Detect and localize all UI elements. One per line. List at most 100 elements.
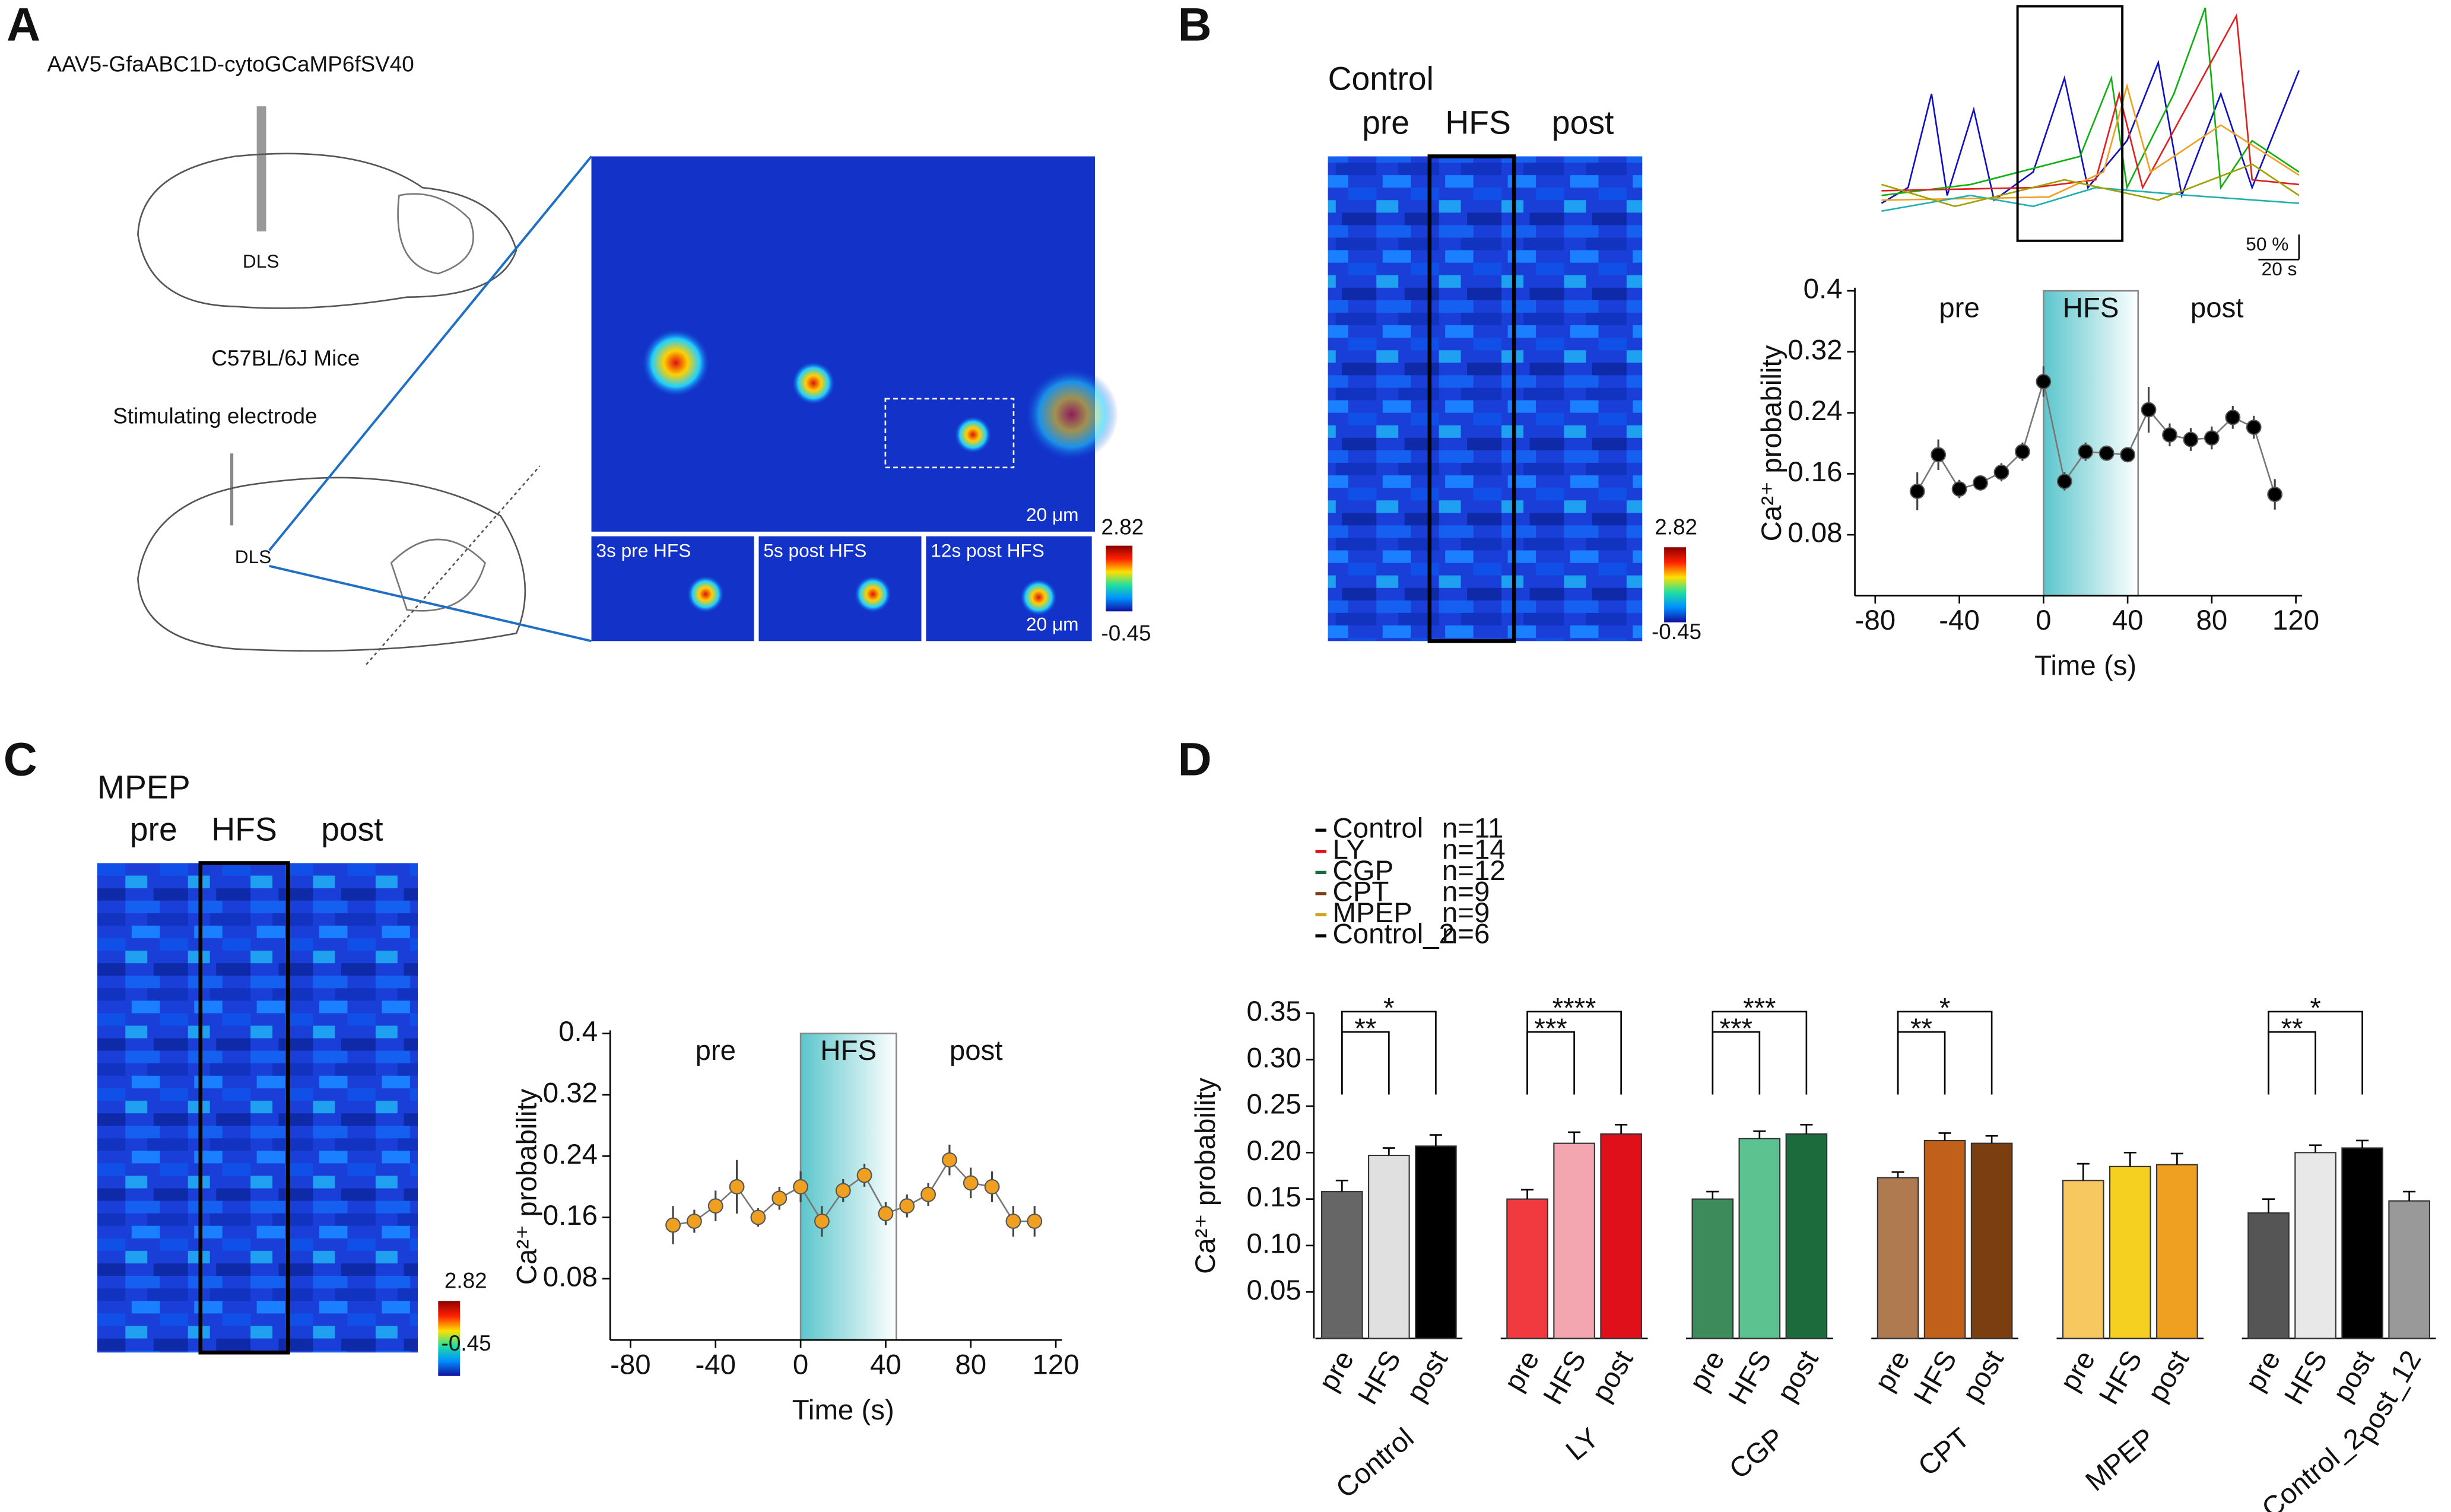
trace — [1881, 163, 2300, 208]
data-point — [2267, 487, 2283, 502]
bar — [2062, 1180, 2104, 1339]
x-axis-title: Time (s) — [2034, 650, 2136, 682]
significance-bracket — [1341, 1011, 1437, 1095]
x-tick-label: HFS — [1908, 1345, 1963, 1410]
scale-label: 20 μm — [1026, 504, 1079, 525]
x-tick-label: -80 — [1855, 605, 1896, 636]
inset-cell — [854, 575, 892, 613]
y-tick-label: 0.10 — [1247, 1228, 1301, 1259]
legend-label: CPT — [1332, 876, 1389, 907]
legend-label: MPEP — [1332, 897, 1412, 929]
y-tick-label: 0.4 — [558, 1016, 598, 1047]
legend-count: n=14 — [1442, 834, 1506, 865]
heatmap-title: MPEP — [97, 768, 191, 805]
bar — [1738, 1138, 1781, 1339]
data-point — [2098, 445, 2115, 461]
roi-box — [884, 398, 1015, 469]
bar — [1600, 1133, 1642, 1339]
data-point — [2014, 444, 2030, 460]
heatmap — [97, 863, 418, 1353]
phase-label: HFS — [1445, 104, 1511, 141]
region-label: DLS — [243, 250, 280, 272]
significance-bracket — [1712, 1011, 1808, 1095]
zoom-line — [269, 564, 592, 643]
data-point — [856, 1167, 872, 1183]
y-tick-label: 0.08 — [543, 1261, 598, 1292]
traces — [1881, 7, 2300, 212]
x-tick-label: 0 — [2036, 605, 2051, 636]
bar — [1553, 1142, 1595, 1339]
x-axis-title: Time (s) — [792, 1395, 894, 1426]
x-tick-label: post — [1401, 1345, 1455, 1407]
x-tick-label: post — [2142, 1345, 2196, 1407]
x-tick-label: -40 — [695, 1349, 736, 1380]
group-label: Control — [1330, 1422, 1420, 1504]
legend-count: n=9 — [1442, 897, 1490, 929]
brain-sketch — [390, 538, 486, 612]
significance-label: * — [2310, 993, 2320, 1024]
brain-sketch — [137, 477, 526, 652]
x-tick-label: 80 — [955, 1349, 986, 1380]
bar — [2294, 1152, 2336, 1339]
heatmap-title: Control — [1328, 61, 1434, 97]
data-point — [1951, 481, 1967, 497]
data-point — [942, 1152, 957, 1168]
x-tick-label: HFS — [1722, 1345, 1777, 1410]
phase-label: pre — [695, 1035, 736, 1066]
y-tick-label: 0.24 — [543, 1139, 598, 1170]
micrograph-cell — [954, 415, 992, 454]
phase-label: pre — [130, 811, 177, 847]
bar — [1970, 1142, 2013, 1339]
x-tick-label: 40 — [870, 1349, 901, 1380]
micrograph-cell — [1024, 367, 1119, 462]
bar — [2109, 1165, 2151, 1339]
inset-cell — [687, 575, 725, 613]
inset-label: 3s pre HFS — [596, 539, 691, 561]
bar — [1506, 1198, 1548, 1339]
data-point — [2162, 427, 2177, 443]
colorbar — [1106, 545, 1133, 612]
y-tick-label: 0.35 — [1247, 996, 1301, 1027]
data-point — [814, 1214, 830, 1229]
significance-label: *** — [1534, 1013, 1567, 1044]
significance-label: ** — [1910, 1013, 1932, 1044]
significance-label: *** — [1720, 1013, 1752, 1044]
colorbar-min: -0.45 — [442, 1331, 491, 1355]
micrograph-cell — [641, 328, 710, 398]
phase-label: post — [2190, 292, 2244, 323]
data-point — [2036, 374, 2052, 389]
y-axis-title: Ca²⁺ probability — [1190, 1078, 1221, 1274]
mouse-label: C57BL/6J Mice — [211, 346, 360, 370]
legend-label: Control — [1332, 813, 1423, 844]
significance-bracket — [1897, 1011, 1993, 1095]
data-point — [878, 1206, 894, 1222]
significance-bracket — [1526, 1011, 1622, 1095]
electrode-label: Stimulating electrode — [113, 404, 317, 428]
y-tick-label: 0.08 — [1788, 517, 1842, 549]
data-point — [899, 1198, 915, 1214]
colorbar-min: -0.45 — [1652, 620, 1701, 644]
x-tick-label: pre — [2239, 1345, 2287, 1396]
x-tick-label: pre — [1313, 1345, 1360, 1396]
x-tick-label: HFS — [1352, 1345, 1407, 1410]
x-tick-label: pre — [1498, 1345, 1545, 1396]
x-tick-label: HFS — [2093, 1345, 2148, 1410]
data-point — [1027, 1214, 1043, 1229]
data-point — [963, 1175, 979, 1191]
phase-label: post — [321, 811, 383, 847]
heatmap — [1328, 156, 1643, 641]
x-tick-label: 80 — [2196, 605, 2227, 636]
inset — [926, 536, 1092, 641]
legend-count: n=9 — [1442, 876, 1490, 907]
data-point — [665, 1217, 681, 1233]
bar — [1368, 1154, 1410, 1339]
hfs-box — [1427, 154, 1516, 643]
inset-cell — [1020, 578, 1058, 617]
data-point — [686, 1214, 702, 1229]
virus-label: AAV5-GfaABC1D-cytoGCaMP6fSV40 — [47, 52, 414, 76]
y-tick-label: 0.25 — [1247, 1089, 1301, 1120]
y-tick-label: 0.32 — [1788, 334, 1842, 366]
bar — [1877, 1177, 1919, 1339]
data-point — [1909, 484, 1925, 499]
